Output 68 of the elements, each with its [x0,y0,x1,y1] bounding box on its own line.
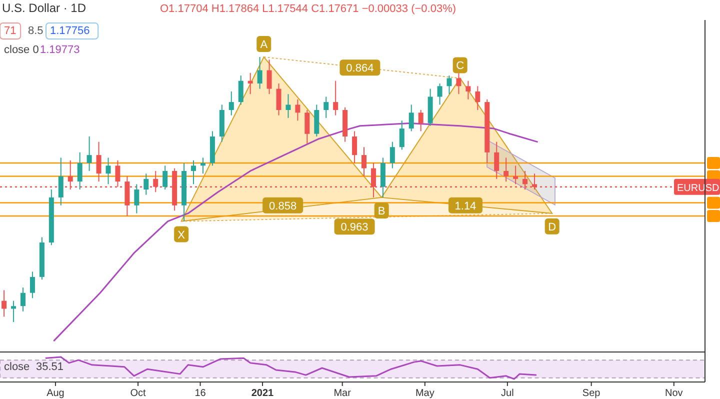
annotation: 0.963 [340,222,368,234]
candlestick [266,59,272,95]
candlestick [352,130,358,164]
candlestick [456,72,462,95]
annotation: D [548,221,556,234]
candlestick [11,300,16,322]
candlestick [106,157,111,185]
candlestick [408,104,414,132]
annotation: B [378,205,386,218]
candlestick [324,96,329,118]
candlestick [2,290,7,318]
candlestick [418,110,424,132]
annotation: C [456,60,464,72]
candlestick [200,157,206,174]
candlestick [475,86,480,110]
candlestick [238,75,244,106]
candlestick [446,75,452,95]
candlestick [144,173,149,196]
annotation: 0.864 [346,62,374,75]
text: 71 [4,25,16,37]
x-tick-label: 16 [194,388,206,399]
candlestick [58,157,64,206]
candlestick [134,184,140,214]
annotation: X [178,229,186,242]
candlestick [295,98,300,122]
candlestick [390,141,395,169]
candlestick [96,141,102,182]
candlestick [276,83,282,116]
candlestick [314,104,320,137]
x-tick-label: Jul [501,388,514,399]
annotation: 1.14 [454,200,476,212]
candlestick [362,146,366,177]
text: close 0 [4,44,39,56]
candlestick [191,160,196,185]
annotation: close [4,361,30,373]
x-tick-label: Mar [334,388,352,399]
candlestick [162,165,168,190]
chart-title: U.S. Dollar · 1D [2,1,86,15]
candlestick [513,165,518,185]
text: 1.19773 [40,44,80,56]
candlestick [304,110,310,145]
candlestick [30,271,35,299]
candlestick [399,120,404,150]
candlestick [504,157,509,182]
candlestick [333,80,338,116]
candlestick [380,157,386,198]
candlestick [494,141,500,180]
annotation: A [260,39,268,51]
x-tick-label: 2021 [251,388,274,399]
candlestick [20,287,26,312]
annotation: 35.51 [36,361,64,373]
candlestick [437,83,442,106]
x-tick-label: Sep [582,388,601,399]
candlestick [77,152,82,190]
candlestick [286,94,291,118]
candlestick [228,90,234,116]
x-tick-label: Oct [130,388,146,399]
x-tick-label: May [415,388,434,399]
annotation: 0.858 [269,200,297,212]
candlestick [257,56,262,90]
text: 8.5 [28,25,44,37]
candlestick [86,136,92,172]
x-tick-label: Aug [46,388,64,399]
candlestick [466,80,471,100]
x-tick-label: Nov [664,388,683,399]
text: O1.17704 H1.17864 L1.17544 C1.17671 −0.00033 (−0.03%) [160,3,456,15]
candlestick [248,72,253,95]
text: 1.17756 [50,25,90,37]
